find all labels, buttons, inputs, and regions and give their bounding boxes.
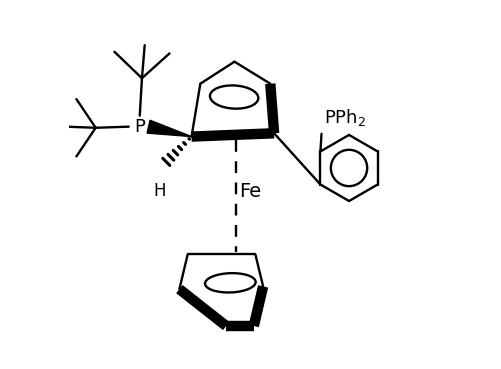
Polygon shape (147, 120, 191, 137)
Text: H: H (153, 182, 165, 200)
Text: Fe: Fe (238, 182, 261, 201)
Text: P: P (134, 118, 145, 136)
Text: PPh$_2$: PPh$_2$ (323, 107, 365, 128)
